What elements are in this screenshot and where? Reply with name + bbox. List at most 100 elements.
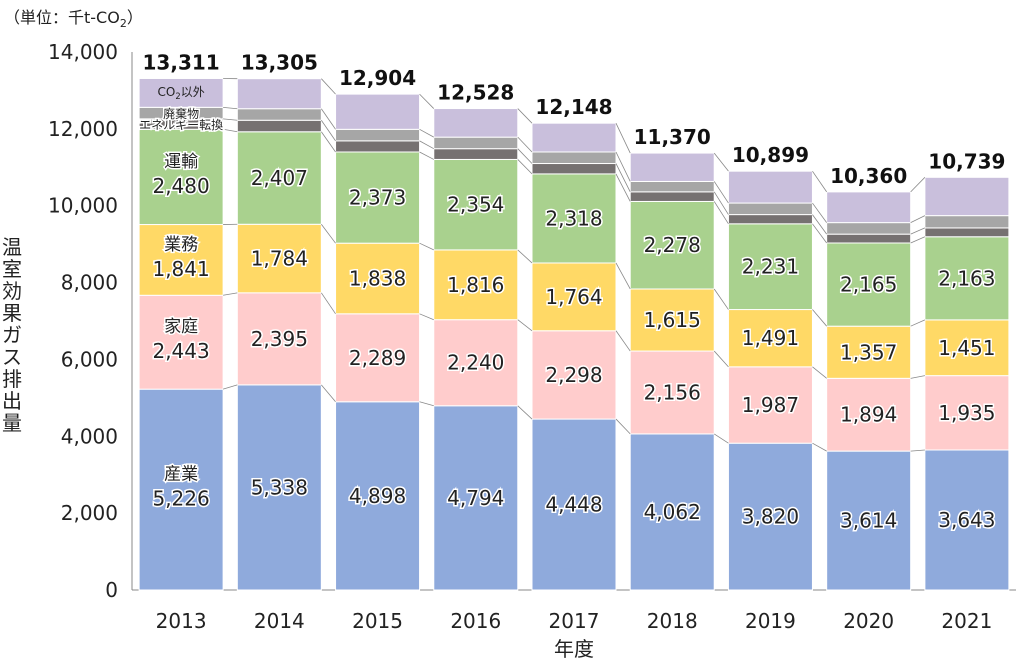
data-label: 4,062 <box>644 500 701 524</box>
connector-line <box>223 292 238 296</box>
connector-line <box>419 242 434 251</box>
bar-segment <box>924 227 1010 238</box>
connector-line <box>812 202 827 223</box>
data-label: 2,240 <box>447 351 504 375</box>
connector-line <box>812 309 827 327</box>
data-label: 1,451 <box>938 336 995 360</box>
unit-label: （単位：千t-CO2） <box>4 8 143 31</box>
bar-segment <box>727 366 813 444</box>
data-label: 1,894 <box>840 403 897 427</box>
connector-line <box>223 106 238 110</box>
bar-segment <box>236 108 322 121</box>
bar-segment <box>531 330 617 420</box>
data-label: 2,278 <box>644 233 701 257</box>
data-label: 3,820 <box>742 505 799 529</box>
x-axis-title: 年度 <box>554 637 594 661</box>
bar-segment <box>236 131 322 225</box>
bar-segment <box>236 78 322 110</box>
bar-segment <box>826 222 912 235</box>
connector-line <box>321 131 336 153</box>
bar-segment <box>727 202 813 216</box>
total-label: 10,899 <box>732 143 809 167</box>
connector-line <box>419 401 434 407</box>
connector-line <box>517 108 533 124</box>
connector-line <box>615 173 631 202</box>
data-label: 1,841 <box>152 257 209 281</box>
x-tick-label: 2017 <box>549 609 600 633</box>
y-tick-label: 12,000 <box>48 117 118 141</box>
connector-line <box>321 78 336 95</box>
x-tick-label: 2014 <box>254 609 305 633</box>
bar-segment <box>826 191 912 224</box>
data-label: 2,395 <box>251 327 308 351</box>
bar-segment <box>531 418 617 591</box>
connector-line <box>615 151 631 182</box>
connector-line <box>223 118 238 121</box>
bar-segment <box>826 242 912 327</box>
data-label: 2,318 <box>545 206 602 230</box>
total-label: 12,148 <box>535 95 612 119</box>
x-tick-label: 2018 <box>647 609 698 633</box>
bar-segment <box>236 292 322 386</box>
bar-segment <box>138 128 224 226</box>
y-tick-label: 0 <box>105 578 118 602</box>
data-label: 2,163 <box>938 266 995 290</box>
data-label: 2,165 <box>840 273 897 297</box>
connector-line <box>615 262 631 290</box>
connector-line <box>517 148 533 164</box>
connector-line <box>910 375 925 379</box>
connector-line <box>713 350 729 368</box>
total-label: 12,528 <box>437 81 514 105</box>
total-label: 12,904 <box>339 66 416 90</box>
series-name-label: 業務 <box>164 235 198 255</box>
bar-segment <box>629 288 715 352</box>
connector-line <box>321 120 336 142</box>
data-label: 2,480 <box>152 174 209 198</box>
connector-line <box>812 214 827 235</box>
bar-segment <box>727 442 813 591</box>
data-label: 1,816 <box>447 273 504 297</box>
bar-segment <box>727 170 813 204</box>
x-tick-label: 2020 <box>843 609 894 633</box>
bar-segment <box>433 158 519 251</box>
bar-segment <box>531 262 617 332</box>
x-tick-label: 2015 <box>352 609 403 633</box>
bar-segment <box>924 375 1010 451</box>
bar-segment <box>531 122 617 153</box>
data-label: 2,231 <box>742 255 799 279</box>
bar-segment <box>236 223 322 294</box>
total-label: 10,739 <box>928 149 1005 173</box>
bar-segment <box>826 377 912 452</box>
bar-segment <box>433 319 519 407</box>
series-name-label: 産業 <box>164 465 198 485</box>
bar-segment <box>433 249 519 321</box>
total-label: 13,311 <box>143 50 220 74</box>
y-tick-label: 6,000 <box>61 347 118 371</box>
connector-line <box>615 418 631 435</box>
bar-segment <box>629 180 715 193</box>
total-label: 11,370 <box>634 125 711 149</box>
y-tick-label: 2,000 <box>61 501 118 525</box>
connector-line <box>615 122 631 154</box>
x-tick-label: 2013 <box>156 609 207 633</box>
connector-line <box>223 128 238 133</box>
bar-segment <box>531 151 617 165</box>
data-label: 2,289 <box>349 346 406 370</box>
bar-segment <box>138 224 224 296</box>
connector-line <box>910 449 925 452</box>
data-label: 1,491 <box>742 326 799 350</box>
bar-segment <box>335 128 421 142</box>
connector-line <box>910 177 926 193</box>
data-label: 2,156 <box>644 380 701 404</box>
bar-segment <box>531 163 617 175</box>
x-tick-label: 2019 <box>745 609 796 633</box>
bar-segment <box>826 233 912 244</box>
bar-segment <box>629 152 715 182</box>
connector-line <box>812 366 827 379</box>
series-name-label: 運輸 <box>164 152 198 172</box>
connector-line <box>321 292 336 315</box>
series-name-label: 家庭 <box>164 317 198 337</box>
bar-segment <box>727 309 813 368</box>
series-name-label: エネルギー転換 <box>139 118 223 132</box>
